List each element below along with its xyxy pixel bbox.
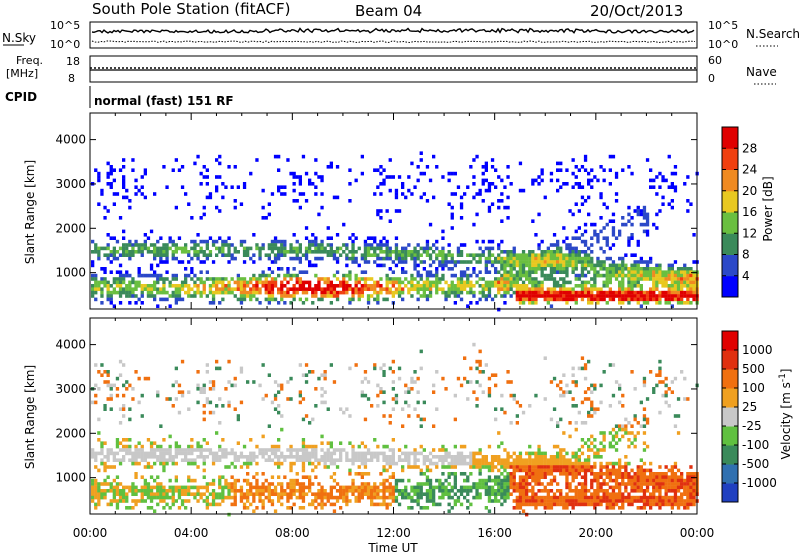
nsearch-tick-bottom: 10^0 <box>708 38 738 51</box>
colorbar-segment <box>722 331 738 351</box>
colorbar-tick-label: -25 <box>742 419 762 433</box>
chart-title: South Pole Station (fitACF) <box>92 0 290 18</box>
colorbar-tick-label: 20 <box>742 184 757 198</box>
velocity-ylabel: Slant Range [km] <box>23 365 37 469</box>
colorbar-tick-label: -500 <box>742 457 769 471</box>
vel-ytick-label: 4000 <box>55 338 86 352</box>
colorbar-segment <box>722 388 738 408</box>
vel-ytick-label: 1000 <box>55 471 86 485</box>
xtick-label: 16:00 <box>477 526 512 540</box>
cpid-text: normal (fast) 151 RF <box>94 94 234 108</box>
colorbar-tick-label: 8 <box>742 248 750 262</box>
colorbar-tick-label: 16 <box>742 205 757 219</box>
nsky-label: N.Sky <box>2 31 36 45</box>
colorbar-tick-label: 4 <box>742 269 750 283</box>
vel-ytick-label: 2000 <box>55 426 86 440</box>
colorbar-segment <box>722 190 738 213</box>
cpid-panel: CPID normal (fast) 151 RF <box>5 86 234 108</box>
nsearch-label: N.Search <box>746 27 800 41</box>
freq-tick-bottom: 8 <box>68 72 75 85</box>
power-ytick-label: 3000 <box>55 177 86 191</box>
power-panel: 1000 2000 3000 4000 Slant Range [km] <box>23 112 699 312</box>
colorbar-segment <box>722 445 738 465</box>
xtick-label: 04:00 <box>174 526 209 540</box>
velocity-panel: 1000 2000 3000 4000 00:00 04:00 08:00 12:00 16:… <box>23 317 715 554</box>
freq-tick-top: 18 <box>66 55 80 68</box>
freq-panel: Freq. [MHz] 18 8 60 0 Nave <box>6 54 777 85</box>
colorbar-tick-label: -1000 <box>742 476 777 490</box>
xtick-label: 12:00 <box>376 526 411 540</box>
xtick-label: 08:00 <box>275 526 310 540</box>
colorbar-segment <box>722 233 738 255</box>
nsky-panel: N.Sky 10^5 10^0 10^5 10^0 N.Search <box>2 19 800 51</box>
xtick-label: 20:00 <box>579 526 614 540</box>
colorbar-tick-label: 12 <box>742 226 757 240</box>
power-ytick-label: 1000 <box>55 266 86 280</box>
nave-tick-bottom: 0 <box>708 72 715 85</box>
colorbar-segment <box>722 464 738 484</box>
velocity-data <box>91 342 699 517</box>
nsky-trace <box>91 27 696 44</box>
vel-ytick-label: 3000 <box>55 382 86 396</box>
colorbar-segment <box>722 369 738 389</box>
colorbar-tick-label: 500 <box>742 362 765 376</box>
colorbar-segment <box>722 169 738 192</box>
power-ylabel: Slant Range [km] <box>23 160 37 264</box>
colorbar-tick-label: 100 <box>742 381 765 395</box>
cpid-label: CPID <box>5 90 37 104</box>
velocity-colorbar: 1000 500 100 25 -25 -100 -500 -1000 Velocity [m… <box>721 330 793 503</box>
power-ytick-label: 2000 <box>55 221 86 235</box>
colorbar-segment <box>722 407 738 427</box>
nave-tick-top: 60 <box>708 54 722 67</box>
colorbar-tick-label: 25 <box>742 400 757 414</box>
beam-label: Beam 04 <box>355 2 422 20</box>
freq-label-line2: [MHz] <box>6 67 38 80</box>
velocity-colorbar-label: Velocity [m s-1] <box>778 369 793 460</box>
xtick-label: 00:00 <box>73 526 108 540</box>
nsearch-tick-top: 10^5 <box>708 19 738 32</box>
power-colorbar: 4 8 12 16 20 24 28 Power [dB] <box>721 126 775 298</box>
colorbar-segment <box>722 483 738 503</box>
colorbar-segment <box>722 350 738 370</box>
colorbar-segment <box>722 148 738 170</box>
colorbar-segment <box>722 254 738 277</box>
colorbar-segment <box>722 127 738 149</box>
nsky-tick-bottom: 10^0 <box>50 38 80 51</box>
colorbar-segment <box>722 426 738 446</box>
power-colorbar-label: Power [dB] <box>761 176 775 241</box>
power-ytick-label: 4000 <box>55 133 86 147</box>
nave-label: Nave <box>746 65 777 79</box>
velocity-xlabel: Time UT <box>367 541 418 554</box>
colorbar-tick-label: 28 <box>742 141 757 155</box>
date-label: 20/Oct/2013 <box>590 2 683 20</box>
freq-label-line1: Freq. <box>16 54 43 67</box>
nsky-tick-top: 10^5 <box>50 19 80 32</box>
colorbar-tick-label: 24 <box>742 163 757 177</box>
power-data <box>91 151 699 312</box>
xtick-label: 00:00 <box>680 526 715 540</box>
colorbar-tick-label: -100 <box>742 438 769 452</box>
colorbar-segment <box>722 212 738 234</box>
colorbar-tick-label: 1000 <box>742 343 773 357</box>
colorbar-segment <box>722 275 738 298</box>
